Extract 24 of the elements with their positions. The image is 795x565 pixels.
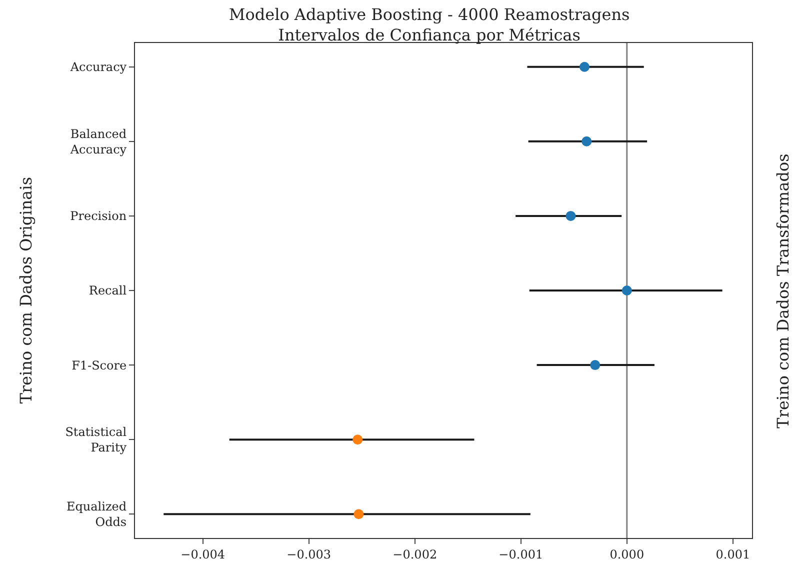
y-tick-label: Accuracy bbox=[69, 60, 127, 74]
point bbox=[354, 509, 364, 520]
y-tick-label: Recall bbox=[88, 284, 127, 298]
y-tick-label: Statistical Parity bbox=[65, 425, 127, 455]
y2-axis-title: Treino com Dados Transformados bbox=[773, 154, 792, 428]
x-tick-label: 0.000 bbox=[610, 547, 644, 562]
y-tick-label: Equalized Odds bbox=[66, 500, 127, 530]
x-tick-label: −0.004 bbox=[180, 547, 226, 562]
point bbox=[590, 360, 600, 370]
point bbox=[622, 286, 632, 296]
y-tick-label: Balanced Accuracy bbox=[69, 126, 127, 156]
point bbox=[566, 210, 576, 221]
x-tick-label: 0.001 bbox=[716, 547, 750, 562]
x-tick-label: −0.003 bbox=[286, 547, 332, 562]
point bbox=[580, 62, 590, 72]
y-tick-label: F1-Score bbox=[72, 358, 127, 372]
point bbox=[352, 434, 363, 445]
chart-subtitle: Intervalos de Confiança por Métricas bbox=[278, 26, 580, 45]
x-tick-label: −0.001 bbox=[498, 547, 544, 562]
x-tick-label: −0.002 bbox=[392, 547, 438, 562]
y-axis-title: Treino com Dados Originais bbox=[16, 176, 36, 404]
point bbox=[582, 136, 592, 146]
y-tick-label: Precision bbox=[70, 209, 127, 224]
chart-title: Modelo Adaptive Boosting - 4000 Reamostragens bbox=[228, 4, 630, 24]
